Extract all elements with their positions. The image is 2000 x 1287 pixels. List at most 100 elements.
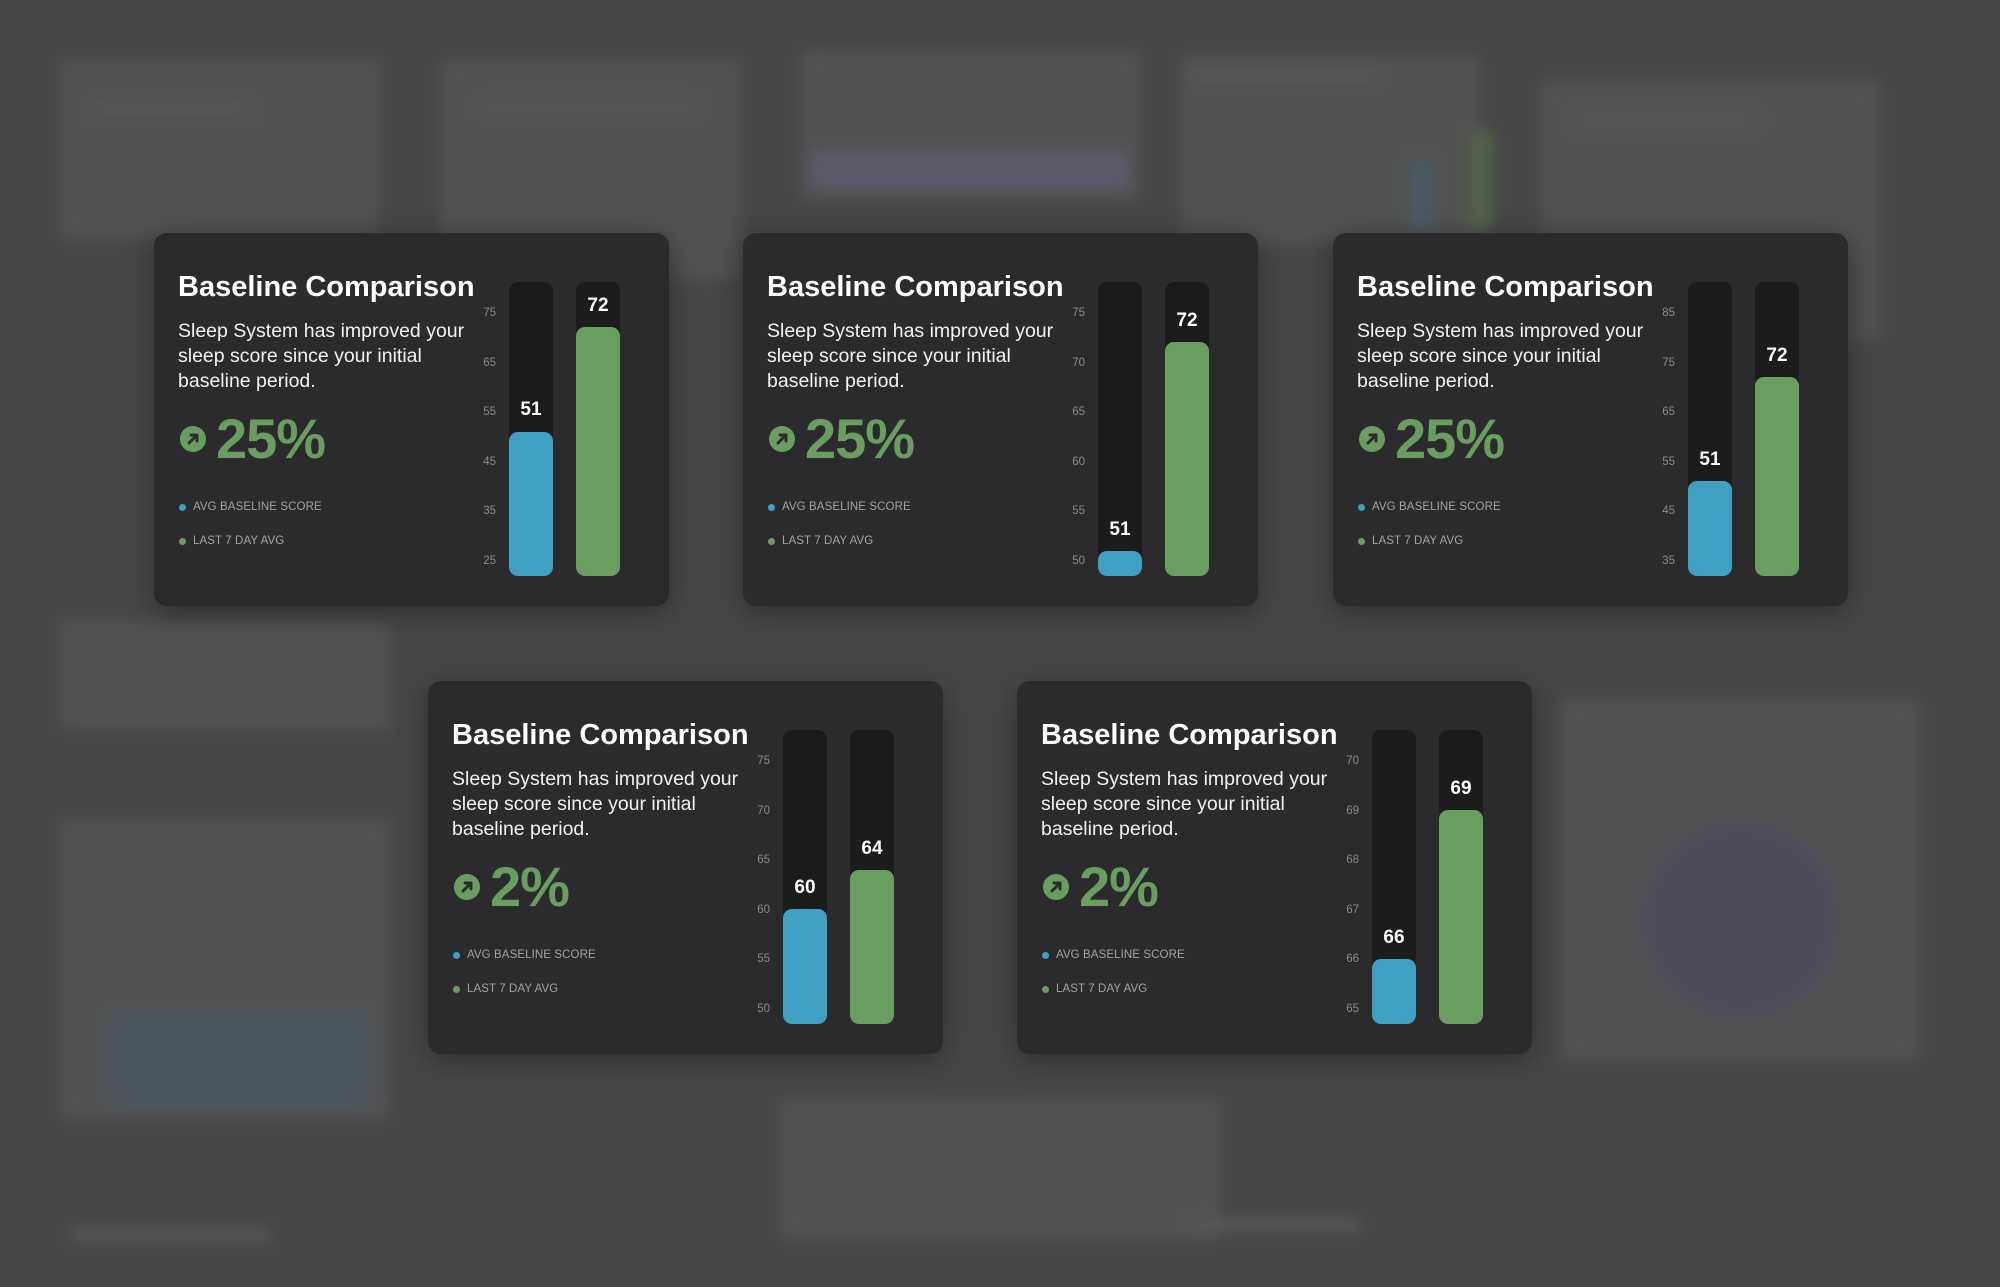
arrow-up-right-circle-icon — [769, 426, 795, 452]
card-description: Sleep System has improved your sleep sco… — [178, 320, 465, 392]
y-tick-label: 65 — [757, 854, 770, 867]
y-tick-label: 65 — [483, 356, 496, 369]
y-tick-label: 68 — [1346, 854, 1359, 867]
improvement-percent: 25% — [805, 407, 915, 470]
legend-baseline: AVG BASELINE SCORE — [453, 949, 596, 961]
bar-baseline-track: 51 — [509, 282, 553, 576]
card-title: Baseline Comparison — [178, 271, 475, 303]
improvement-indicator: 25% — [767, 407, 915, 470]
baseline-comparison-card: Baseline Comparison Sleep System has imp… — [154, 233, 669, 606]
improvement-indicator: 25% — [178, 407, 326, 470]
legend-baseline: AVG BASELINE SCORE — [1358, 501, 1501, 513]
bar-baseline-track: 66 — [1372, 730, 1416, 1024]
legend-dot-recent — [768, 537, 775, 545]
y-tick-label: 70 — [757, 804, 770, 817]
legend-dot-baseline — [179, 503, 186, 511]
legend-dot-baseline — [1042, 951, 1049, 959]
bar-value-label: 72 — [1766, 344, 1788, 366]
bar-baseline — [509, 431, 553, 576]
legend-dot-recent — [1042, 985, 1049, 993]
y-tick-label: 50 — [1072, 555, 1085, 567]
y-tick-label: 50 — [757, 1003, 770, 1015]
legend-label: AVG BASELINE SCORE — [193, 501, 322, 513]
y-tick-label: 45 — [483, 455, 496, 468]
bar-value-label: 51 — [520, 399, 542, 421]
bar-last-7-day — [576, 326, 620, 576]
legend-recent: LAST 7 DAY AVG — [1358, 535, 1463, 547]
bar-value-label: 72 — [1176, 309, 1198, 331]
legend-label: LAST 7 DAY AVG — [193, 535, 285, 547]
bar-baseline — [1098, 551, 1142, 576]
y-tick-label: 70 — [1346, 755, 1359, 767]
arrow-up-right-circle-icon — [454, 874, 480, 900]
y-tick-label: 25 — [483, 555, 496, 567]
legend-dot-recent — [1358, 537, 1365, 545]
bar-last-7-day — [850, 869, 894, 1024]
bar-chart: 75 70 65 60 55 50 51 72 — [1063, 233, 1258, 606]
card-title: Baseline Comparison — [1041, 719, 1338, 751]
bar-value-label: 72 — [587, 294, 609, 316]
baseline-comparison-card: Baseline Comparison Sleep System has imp… — [1017, 681, 1532, 1054]
card-description: Sleep System has improved your sleep sco… — [767, 320, 1054, 392]
improvement-indicator: 2% — [452, 855, 570, 918]
improvement-percent: 25% — [216, 407, 326, 470]
bar-baseline — [1372, 959, 1416, 1024]
improvement-indicator: 25% — [1357, 407, 1505, 470]
y-tick-label: 45 — [1662, 505, 1675, 518]
legend-label: LAST 7 DAY AVG — [1372, 535, 1464, 547]
legend-dot-baseline — [768, 503, 775, 511]
legend-label: AVG BASELINE SCORE — [1372, 501, 1501, 513]
card-title: Baseline Comparison — [452, 719, 749, 751]
y-tick-label: 65 — [1662, 406, 1675, 419]
y-tick-label: 69 — [1346, 804, 1359, 817]
y-tick-label: 66 — [1346, 953, 1359, 966]
card-description: Sleep System has improved your sleep sco… — [1041, 768, 1328, 840]
y-tick-label: 85 — [1662, 307, 1675, 319]
arrow-up-right-circle-icon — [1359, 426, 1385, 452]
bar-last-7-day — [1439, 809, 1483, 1024]
improvement-percent: 25% — [1395, 407, 1505, 470]
y-tick-label: 60 — [757, 903, 770, 916]
y-tick-label: 75 — [483, 307, 496, 319]
card-description: Sleep System has improved your sleep sco… — [1357, 320, 1644, 392]
improvement-percent: 2% — [490, 855, 570, 918]
legend-label: LAST 7 DAY AVG — [1056, 983, 1148, 995]
legend-recent: LAST 7 DAY AVG — [453, 983, 558, 995]
y-tick-label: 75 — [1072, 307, 1085, 319]
bar-last-7-day-track: 72 — [1165, 282, 1209, 576]
bar-value-label: 51 — [1109, 519, 1131, 541]
y-tick-label: 55 — [1662, 455, 1675, 468]
bar-last-7-day-track: 69 — [1439, 730, 1483, 1024]
improvement-percent: 2% — [1079, 855, 1159, 918]
bar-baseline — [783, 909, 827, 1024]
y-tick-label: 35 — [483, 505, 496, 518]
bar-chart: 85 75 65 55 45 35 51 72 — [1653, 233, 1848, 606]
bar-last-7-day — [1755, 376, 1799, 576]
legend-recent: LAST 7 DAY AVG — [179, 535, 284, 547]
bar-baseline-track: 51 — [1098, 282, 1142, 576]
bar-chart: 75 65 55 45 35 25 51 72 — [474, 233, 669, 606]
bar-baseline-track: 51 — [1688, 282, 1732, 576]
card-description: Sleep System has improved your sleep sco… — [452, 768, 739, 840]
bar-last-7-day — [1165, 341, 1209, 576]
y-tick-label: 67 — [1346, 903, 1359, 916]
legend-baseline: AVG BASELINE SCORE — [768, 501, 911, 513]
legend-recent: LAST 7 DAY AVG — [768, 535, 873, 547]
arrow-up-right-circle-icon — [180, 426, 206, 452]
legend-baseline: AVG BASELINE SCORE — [1042, 949, 1185, 961]
y-tick-label: 65 — [1346, 1003, 1359, 1015]
bar-value-label: 64 — [861, 837, 883, 859]
legend-dot-baseline — [1358, 503, 1365, 511]
legend-label: LAST 7 DAY AVG — [467, 983, 559, 995]
improvement-indicator: 2% — [1041, 855, 1159, 918]
legend-label: AVG BASELINE SCORE — [467, 949, 596, 961]
card-title: Baseline Comparison — [1357, 271, 1654, 303]
y-tick-label: 75 — [757, 755, 770, 767]
bar-chart: 70 69 68 67 66 65 66 69 — [1337, 681, 1532, 1054]
bar-value-label: 66 — [1383, 927, 1405, 949]
bar-baseline — [1688, 481, 1732, 576]
bar-value-label: 60 — [794, 877, 816, 899]
y-tick-label: 55 — [483, 406, 496, 419]
baseline-comparison-card: Baseline Comparison Sleep System has imp… — [428, 681, 943, 1054]
